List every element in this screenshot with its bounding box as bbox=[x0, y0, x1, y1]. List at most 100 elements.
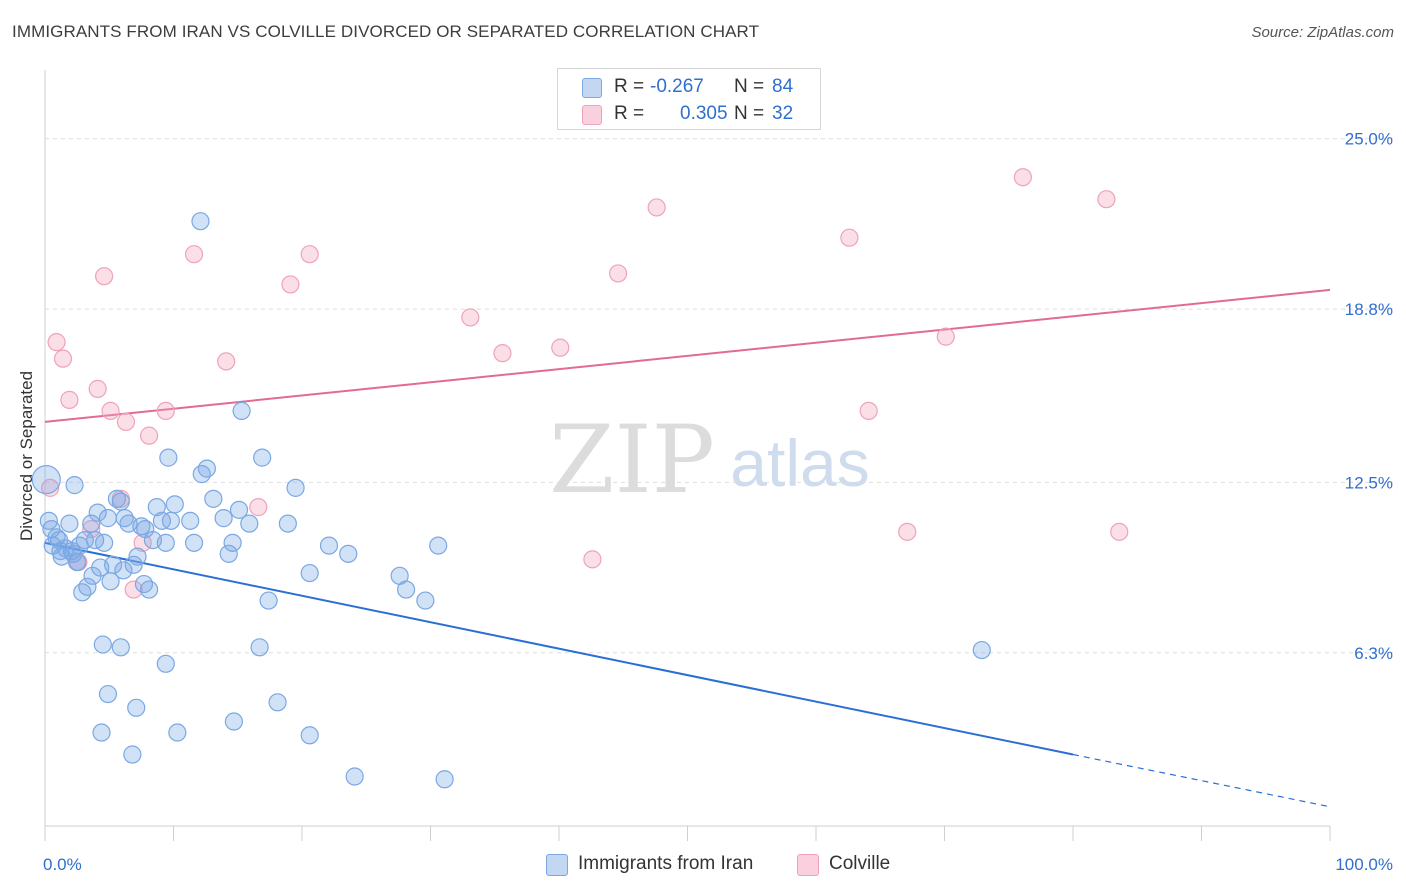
point-iran bbox=[104, 555, 123, 574]
point-iran bbox=[229, 500, 249, 519]
point-iran bbox=[65, 476, 84, 495]
point-colville bbox=[124, 580, 143, 599]
trend-line-iran-extension bbox=[1072, 753, 1331, 808]
point-colville bbox=[95, 267, 114, 286]
point-iran bbox=[250, 638, 269, 657]
point-iran bbox=[972, 640, 991, 660]
point-colville bbox=[300, 245, 319, 264]
bottom-legend-label-colville: Colville bbox=[829, 853, 891, 874]
point-iran bbox=[345, 767, 364, 786]
y-tick-label: 12.5% bbox=[1345, 473, 1393, 492]
point-iran bbox=[192, 465, 211, 484]
point-iran bbox=[139, 580, 159, 599]
point-iran bbox=[319, 536, 339, 555]
point-colville bbox=[217, 352, 236, 371]
y-axis-label: Divorced or Separated bbox=[17, 370, 36, 542]
point-iran bbox=[416, 591, 435, 610]
legend-n-label: N = bbox=[734, 76, 765, 97]
watermark-atlas: atlas bbox=[730, 426, 869, 500]
point-iran bbox=[95, 533, 114, 552]
point-iran bbox=[181, 511, 200, 530]
point-colville bbox=[116, 412, 136, 431]
point-iran bbox=[31, 465, 61, 495]
point-iran bbox=[223, 533, 242, 552]
point-colville bbox=[53, 349, 73, 368]
point-iran bbox=[161, 511, 181, 530]
y-tick-label: 6.3% bbox=[1354, 644, 1393, 663]
point-iran bbox=[147, 498, 166, 517]
gridlines bbox=[45, 138, 1395, 654]
point-colville bbox=[82, 519, 101, 539]
point-colville bbox=[1110, 522, 1129, 541]
point-colville bbox=[1013, 168, 1032, 187]
data-points bbox=[31, 168, 1129, 789]
point-iran bbox=[435, 770, 454, 789]
point-iran bbox=[68, 552, 87, 572]
point-iran bbox=[224, 712, 243, 731]
legend-r-value-colville: 0.305 bbox=[680, 103, 728, 124]
point-iran bbox=[165, 495, 184, 514]
correlation-legend: R = -0.267 N = 84 R = 0.305 N = 32 bbox=[557, 68, 821, 130]
point-colville bbox=[156, 401, 175, 420]
point-iran bbox=[191, 212, 210, 231]
point-colville bbox=[60, 390, 79, 409]
point-iran bbox=[111, 492, 130, 511]
point-iran bbox=[75, 530, 94, 550]
point-iran bbox=[88, 503, 107, 522]
point-iran bbox=[300, 726, 319, 745]
source-label: Source: ZipAtlas.com bbox=[1251, 24, 1394, 41]
point-colville bbox=[583, 550, 602, 569]
bottom-legend-swatch-iran bbox=[546, 854, 568, 876]
legend-n-label: N = bbox=[734, 103, 765, 124]
point-iran bbox=[197, 459, 217, 478]
trend-line-colville bbox=[44, 288, 1331, 423]
legend-r-label: R = bbox=[614, 76, 645, 97]
x-tick-label-max: 100.0% bbox=[1335, 855, 1393, 874]
point-iran bbox=[253, 448, 272, 467]
point-iran bbox=[286, 478, 305, 497]
point-iran bbox=[98, 509, 118, 528]
point-colville bbox=[840, 228, 859, 247]
point-iran bbox=[98, 684, 118, 704]
point-iran bbox=[219, 544, 238, 563]
watermark-zip: ZIP bbox=[549, 406, 715, 515]
legend-r-label: R = bbox=[614, 103, 645, 124]
point-iran bbox=[78, 577, 97, 596]
point-iran bbox=[93, 635, 112, 654]
point-colville bbox=[41, 478, 60, 497]
point-iran bbox=[156, 654, 175, 673]
point-colville bbox=[898, 522, 917, 541]
point-colville bbox=[859, 401, 878, 420]
point-colville bbox=[249, 498, 268, 517]
point-iran bbox=[204, 489, 223, 508]
point-iran bbox=[339, 544, 358, 563]
point-colville bbox=[47, 333, 66, 352]
bottom-legend-label-iran: Immigrants from Iran bbox=[578, 853, 754, 874]
point-colville bbox=[647, 198, 666, 217]
y-tick-label: 18.8% bbox=[1345, 300, 1393, 319]
point-colville bbox=[184, 245, 204, 264]
chart-title: IMMIGRANTS FROM IRAN VS COLVILLE DIVORCE… bbox=[12, 22, 760, 41]
trend-lines bbox=[44, 288, 1331, 808]
point-colville bbox=[101, 401, 120, 420]
point-iran bbox=[127, 698, 146, 717]
point-iran bbox=[134, 574, 154, 594]
point-iran bbox=[396, 580, 416, 599]
point-iran bbox=[51, 541, 70, 561]
point-iran bbox=[240, 514, 259, 533]
point-colville bbox=[936, 327, 955, 346]
point-colville bbox=[493, 344, 512, 363]
point-iran bbox=[429, 536, 448, 555]
point-iran bbox=[232, 401, 251, 420]
point-colville bbox=[281, 275, 300, 294]
trend-line-iran bbox=[44, 541, 1074, 756]
point-iran bbox=[259, 591, 278, 610]
point-iran bbox=[168, 723, 187, 742]
point-colville bbox=[609, 264, 628, 283]
point-iran bbox=[184, 533, 204, 552]
legend-n-value-colville: 32 bbox=[772, 103, 794, 124]
point-iran bbox=[92, 723, 111, 742]
legend-swatch-colville bbox=[582, 105, 602, 125]
point-iran bbox=[83, 566, 102, 585]
